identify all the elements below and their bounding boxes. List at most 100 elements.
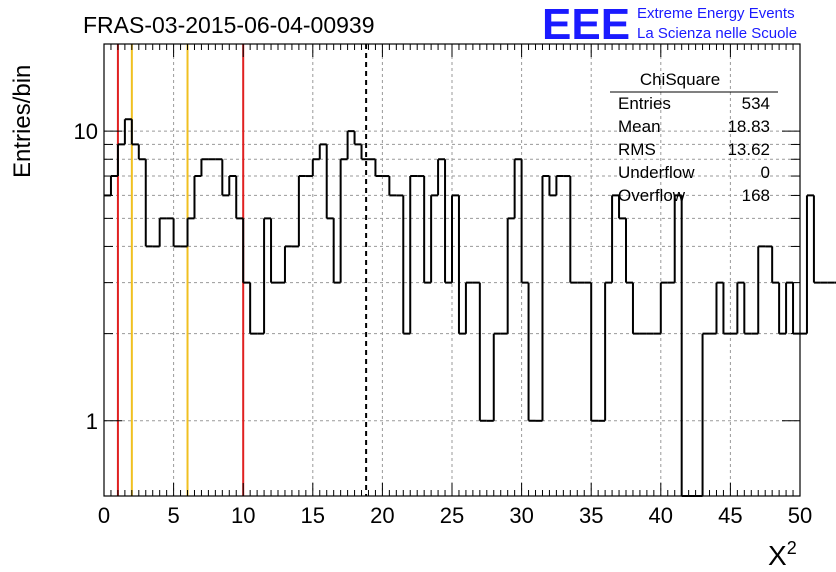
hist-bin-20: [242, 218, 251, 284]
hist-bin-101: [805, 194, 814, 334]
hist-bin-83: [680, 195, 689, 497]
hist-bin-2: [116, 143, 125, 177]
hist-bin-18: [228, 175, 237, 196]
hist-bin-12: [186, 217, 195, 247]
hist-bin-46: [423, 176, 432, 284]
logo: EEE Extreme Energy Events La Scienza nel…: [542, 0, 797, 49]
stats-title: ChiSquare: [640, 70, 720, 89]
stats-label-2: RMS: [618, 140, 656, 159]
hist-bin-88: [715, 281, 724, 334]
x-axis-label-base: X: [768, 540, 787, 571]
hist-bin-61: [527, 282, 536, 422]
hist-bin-49: [444, 159, 452, 284]
hist-bin-72: [604, 281, 613, 421]
hist-bin-34: [339, 158, 348, 283]
hist-bin-31: [318, 143, 327, 160]
hist-bin-76: [631, 282, 640, 335]
logo-mark: EEE: [542, 0, 630, 49]
hist-bin-39: [374, 159, 383, 178]
hist-bin-44: [409, 175, 418, 334]
hist-bin-10: [172, 218, 181, 248]
stats-value-4: 168: [742, 186, 770, 205]
hist-bin-17: [221, 159, 230, 197]
reference-lines: [116, 44, 368, 496]
hist-bin-89: [722, 282, 731, 335]
hist-bin-1: [109, 175, 118, 196]
hist-bin-82: [673, 194, 682, 283]
axes: 0 5 10 15 20 25 30 35 40 45 50 1 10: [74, 43, 812, 528]
hist-bin-91: [736, 281, 745, 334]
x-tick-label-9: 45: [718, 503, 742, 528]
stats-label-4: Overflow: [618, 186, 686, 205]
stats-rows: Entries 534 Mean 18.83 RMS 13.62 Underflow 0 Ove…: [618, 94, 770, 205]
hist-bin-99: [792, 282, 800, 335]
x-tick-label-0: 0: [98, 503, 110, 528]
hist-bin-30: [311, 158, 320, 177]
hist-bin-102: [812, 195, 821, 284]
hist-bin-28: [297, 175, 306, 247]
hist-bin-65: [555, 175, 564, 196]
hist-bin-98: [785, 281, 794, 334]
hist-bin-75: [625, 218, 633, 284]
hist-bin-97: [778, 282, 787, 335]
x-tick-label-7: 35: [579, 503, 603, 528]
x-axis-label-sup: 2: [787, 538, 797, 558]
hist-bin-36: [353, 131, 362, 146]
hist-bin-41: [388, 176, 397, 197]
chart-title: FRAS-03-2015-06-04-00939: [83, 12, 375, 38]
hist-bin-37: [360, 144, 369, 161]
hist-bin-60: [520, 159, 529, 284]
hist-bin-56: [492, 332, 501, 421]
stats-label-3: Underflow: [618, 163, 695, 182]
hist-bin-47: [430, 194, 439, 283]
hist-bin-86: [701, 332, 710, 496]
hist-bin-54: [478, 282, 487, 422]
hist-bin-3: [123, 118, 132, 145]
hist-bin-50: [451, 194, 459, 283]
hist-bin-13: [193, 175, 202, 219]
x-tick-label-3: 15: [301, 503, 325, 528]
x-tick-label-5: 25: [440, 503, 464, 528]
hist-bin-43: [402, 195, 411, 335]
hist-bin-96: [771, 246, 780, 284]
logo-line1: Extreme Energy Events: [637, 5, 795, 22]
hist-bin-80: [659, 281, 668, 334]
x-tick-label-10: 50: [788, 503, 812, 528]
y-tick-label-0: 1: [86, 409, 98, 434]
y-tick-label-1: 10: [74, 119, 98, 144]
hist-bin-21: [249, 282, 258, 335]
hist-bin-94: [757, 245, 766, 334]
hist-bin-24: [270, 218, 278, 284]
stats-label-0: Entries: [618, 94, 671, 113]
y-axis-label: Entries/bin: [9, 65, 36, 178]
hist-bin-35: [346, 130, 355, 160]
stats-box: ChiSquare Entries 534 Mean 18.83 RMS 13.62 Und…: [610, 70, 778, 205]
hist-bin-58: [506, 217, 515, 334]
hist-bin-5: [137, 144, 146, 161]
hist-bin-73: [611, 194, 620, 283]
stats-value-0: 534: [742, 94, 770, 113]
stats-value-3: 0: [761, 163, 770, 182]
hist-bin-92: [743, 282, 752, 335]
hist-bin-59: [513, 158, 522, 219]
hist-bin-51: [457, 195, 466, 335]
hist-bin-8: [158, 217, 167, 247]
stats-label-1: Mean: [618, 117, 661, 136]
x-tick-label-4: 20: [370, 503, 394, 528]
hist-bin-33: [332, 218, 341, 284]
logo-line2: La Scienza nelle Scuole: [637, 25, 797, 42]
hist-bin-63: [541, 175, 550, 421]
x-axis-label: X2: [768, 538, 797, 571]
hist-bin-67: [569, 176, 578, 284]
x-tick-label-8: 40: [649, 503, 673, 528]
hist-bin-70: [590, 282, 599, 422]
hist-bin-64: [548, 176, 557, 197]
hist-bin-52: [464, 281, 473, 334]
x-tick-label-1: 5: [167, 503, 179, 528]
x-tick-label-2: 10: [231, 503, 255, 528]
hist-bin-19: [235, 176, 244, 220]
hist-bin-23: [263, 217, 272, 334]
hist-bin-6: [144, 159, 153, 248]
hist-bin-74: [618, 195, 626, 220]
